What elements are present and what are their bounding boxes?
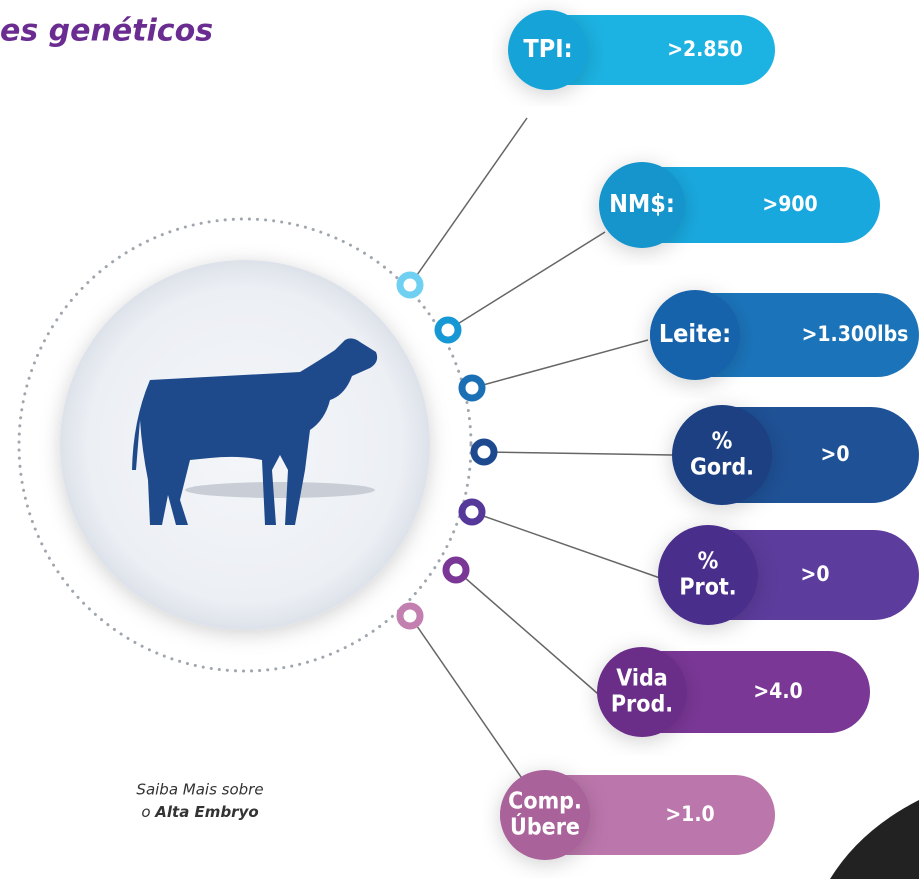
node-label: Leite:	[659, 319, 731, 348]
node-label: Gord.	[690, 455, 754, 481]
node-dot	[462, 378, 482, 398]
node-dot	[400, 275, 420, 295]
footer-prefix: o	[141, 803, 150, 821]
node-label: Vida	[616, 666, 667, 692]
cow-shadow	[185, 482, 375, 498]
node-label: Comp.	[508, 789, 582, 815]
node-value: >2.850	[667, 37, 743, 61]
corner-shape	[830, 800, 919, 879]
node-label: Prot.	[679, 575, 736, 601]
connector	[484, 452, 672, 455]
node: %Gord. >0	[474, 405, 919, 505]
node: %Prot. >0	[462, 502, 919, 625]
node-value: >1.300lbs	[802, 322, 909, 346]
connector	[410, 616, 530, 790]
node-value: >4.0	[753, 679, 802, 703]
connector	[448, 232, 605, 330]
node: TPI: >2.850	[400, 10, 775, 295]
node-value: >900	[762, 192, 817, 216]
node-label: Prod.	[611, 692, 673, 718]
node-label: Úbere	[510, 813, 580, 841]
node-label: NM$:	[609, 189, 675, 218]
node-label: TPI:	[523, 34, 572, 63]
node-value: >0	[801, 562, 830, 586]
node: Leite: >1.300lbs	[462, 290, 919, 398]
footer-line: o Alta Embryo	[141, 803, 258, 821]
node-dot	[474, 442, 494, 462]
node-label: %	[698, 549, 719, 575]
node-dot	[446, 560, 466, 580]
node-value: >0	[821, 442, 850, 466]
node-list: TPI:>2.850NM$:>900Leite:>1.300lbs%Gord.>…	[400, 10, 919, 860]
node-value: >1.0	[665, 802, 714, 826]
connector	[410, 118, 527, 285]
footer-line: Saiba Mais sobre	[136, 781, 263, 799]
node-label: %	[712, 429, 733, 455]
node-dot	[400, 606, 420, 626]
title: es genéticos	[0, 14, 213, 49]
node-dot	[462, 502, 482, 522]
connector	[472, 512, 660, 578]
footer-link[interactable]: Alta Embryo	[154, 803, 258, 821]
node-dot	[438, 320, 458, 340]
connector	[456, 570, 605, 700]
connector	[472, 340, 648, 388]
infographic: es genéticos TPI: >2.850 NM$: >900 Leite: >1.…	[0, 0, 919, 879]
